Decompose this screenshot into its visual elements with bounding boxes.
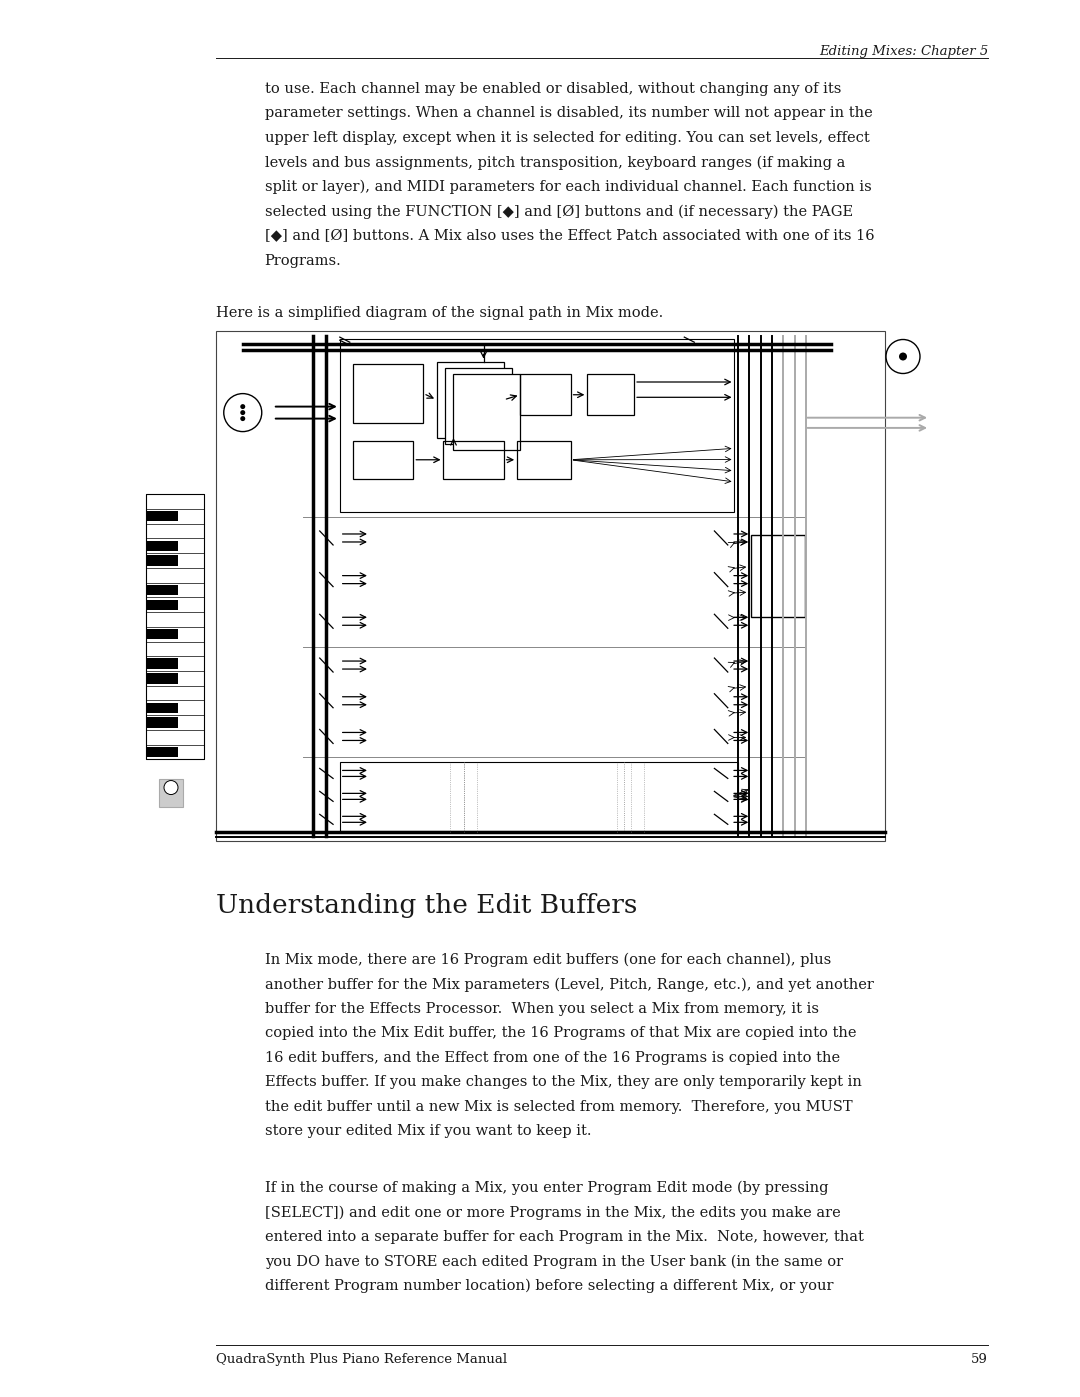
- Text: the edit buffer until a new Mix is selected from memory.  Therefore, you MUST: the edit buffer until a new Mix is selec…: [265, 1099, 852, 1113]
- Bar: [444, 440, 503, 479]
- Text: parameter settings. When a channel is disabled, its number will not appear in th: parameter settings. When a channel is di…: [265, 106, 873, 120]
- Text: buffer for the Effects Processor.  When you select a Mix from memory, it is: buffer for the Effects Processor. When y…: [265, 1002, 819, 1016]
- Circle shape: [164, 781, 178, 795]
- Text: 59: 59: [971, 1354, 988, 1366]
- Bar: [146, 673, 178, 683]
- Circle shape: [224, 394, 261, 432]
- Text: In Mix mode, there are 16 Program edit buffers (one for each channel), plus: In Mix mode, there are 16 Program edit b…: [265, 953, 831, 967]
- Bar: [353, 440, 414, 479]
- Bar: [216, 331, 885, 841]
- Text: levels and bus assignments, pitch transposition, keyboard ranges (if making a: levels and bus assignments, pitch transp…: [265, 155, 845, 170]
- Bar: [752, 535, 805, 616]
- Bar: [521, 374, 570, 415]
- Circle shape: [240, 404, 245, 409]
- Text: QuadraSynth Plus Piano Reference Manual: QuadraSynth Plus Piano Reference Manual: [216, 1354, 508, 1366]
- Text: selected using the FUNCTION [◆] and [Ø] buttons and (if necessary) the PAGE: selected using the FUNCTION [◆] and [Ø] …: [265, 204, 853, 219]
- Text: 16 edit buffers, and the Effect from one of the 16 Programs is copied into the: 16 edit buffers, and the Effect from one…: [265, 1051, 840, 1065]
- Text: split or layer), and MIDI parameters for each individual channel. Each function : split or layer), and MIDI parameters for…: [265, 180, 872, 194]
- Bar: [146, 585, 178, 595]
- Bar: [436, 362, 503, 439]
- Text: to use. Each channel may be enabled or disabled, without changing any of its: to use. Each channel may be enabled or d…: [265, 82, 841, 96]
- Text: another buffer for the Mix parameters (Level, Pitch, Range, etc.), and yet anoth: another buffer for the Mix parameters (L…: [265, 978, 874, 992]
- Bar: [588, 374, 634, 415]
- Bar: [517, 440, 570, 479]
- Bar: [159, 778, 183, 806]
- Text: upper left display, except when it is selected for editing. You can set levels, : upper left display, except when it is se…: [265, 131, 869, 145]
- Bar: [353, 365, 423, 423]
- Bar: [340, 338, 734, 513]
- Bar: [146, 703, 178, 712]
- Text: If in the course of making a Mix, you enter Program Edit mode (by pressing: If in the course of making a Mix, you en…: [265, 1180, 828, 1196]
- Text: Here is a simplified diagram of the signal path in Mix mode.: Here is a simplified diagram of the sign…: [216, 306, 663, 320]
- Text: you DO have to STORE each edited Program in the User bank (in the same or: you DO have to STORE each edited Program…: [265, 1255, 842, 1268]
- Bar: [146, 747, 178, 757]
- Circle shape: [886, 339, 920, 373]
- Bar: [146, 495, 204, 760]
- Circle shape: [240, 416, 245, 420]
- Bar: [146, 599, 178, 610]
- Text: entered into a separate buffer for each Program in the Mix.  Note, however, that: entered into a separate buffer for each …: [265, 1229, 864, 1243]
- Text: Understanding the Edit Buffers: Understanding the Edit Buffers: [216, 893, 637, 918]
- Bar: [146, 629, 178, 640]
- Bar: [146, 556, 178, 566]
- Bar: [453, 374, 519, 450]
- Bar: [340, 761, 738, 831]
- Circle shape: [240, 411, 245, 415]
- Bar: [445, 367, 512, 444]
- Text: Programs.: Programs.: [265, 253, 341, 267]
- Text: Effects buffer. If you make changes to the Mix, they are only temporarily kept i: Effects buffer. If you make changes to t…: [265, 1076, 862, 1090]
- Bar: [146, 541, 178, 550]
- Bar: [146, 511, 178, 521]
- Text: [SELECT]) and edit one or more Programs in the Mix, the edits you make are: [SELECT]) and edit one or more Programs …: [265, 1206, 840, 1220]
- Text: [◆] and [Ø] buttons. A Mix also uses the Effect Patch associated with one of its: [◆] and [Ø] buttons. A Mix also uses the…: [265, 229, 874, 243]
- Text: Editing Mixes: Chapter 5: Editing Mixes: Chapter 5: [819, 45, 988, 59]
- Bar: [146, 718, 178, 728]
- Circle shape: [899, 352, 907, 360]
- Text: copied into the Mix Edit buffer, the 16 Programs of that Mix are copied into the: copied into the Mix Edit buffer, the 16 …: [265, 1027, 856, 1041]
- Text: different Program number location) before selecting a different Mix, or your: different Program number location) befor…: [265, 1280, 833, 1294]
- Text: store your edited Mix if you want to keep it.: store your edited Mix if you want to kee…: [265, 1125, 591, 1139]
- Bar: [146, 658, 178, 669]
